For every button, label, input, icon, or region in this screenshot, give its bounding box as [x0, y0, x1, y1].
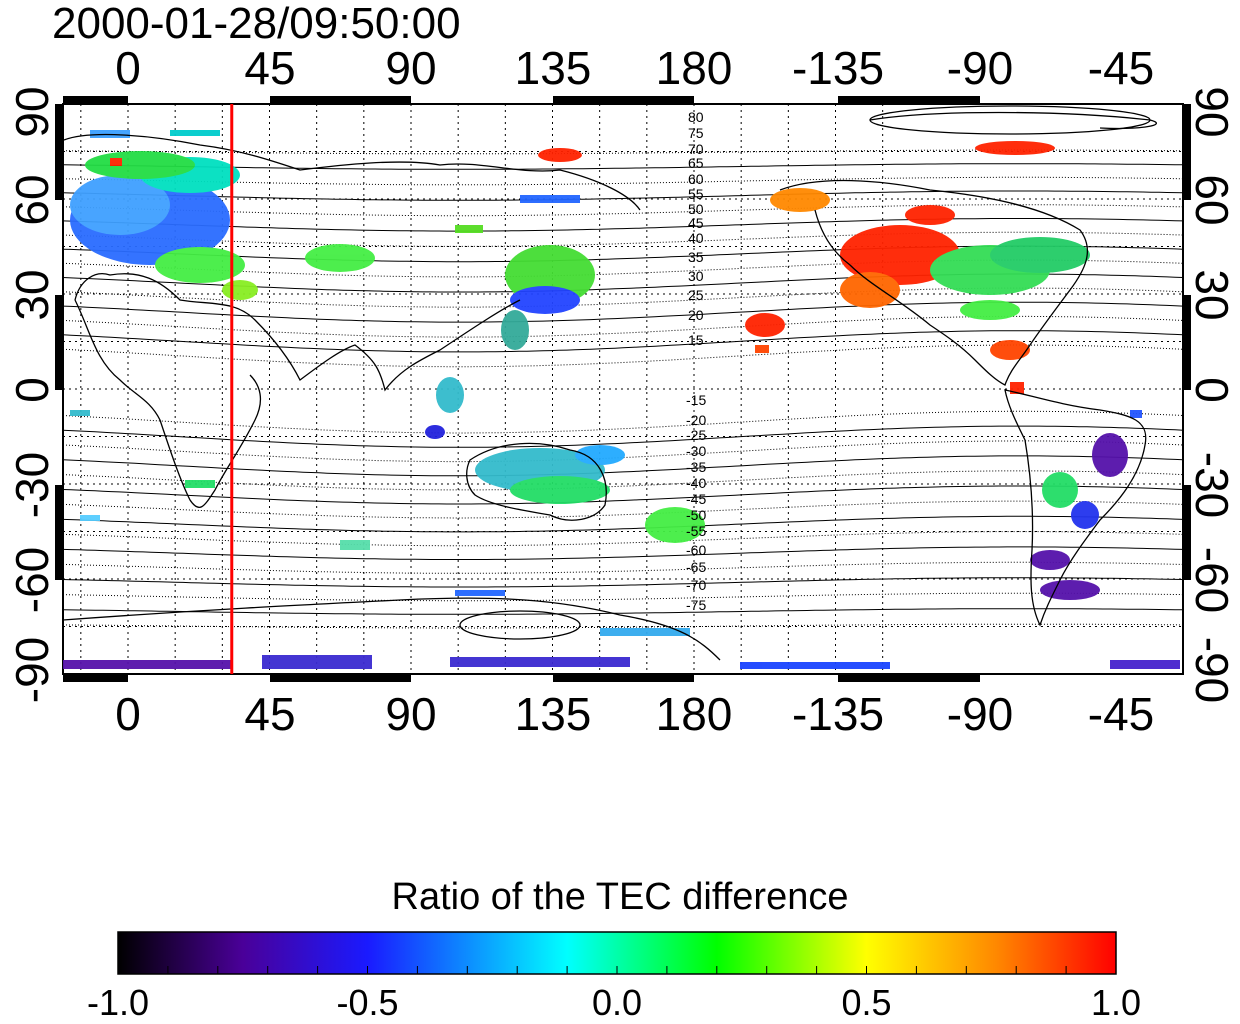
mlat-label-north: 25: [688, 287, 704, 303]
lat-tick-label: -60: [6, 546, 58, 614]
lat-tick-label: 30: [6, 269, 58, 321]
mlat-label-south: -65: [686, 559, 706, 575]
mlat-label-north: 45: [688, 215, 704, 231]
map-title: 2000-01-28/09:50:00: [52, 0, 461, 48]
lon-tick-label: -45: [1087, 688, 1155, 740]
lon-tick-label: -90: [946, 42, 1014, 94]
colorbar-tick-label: 0.0: [591, 982, 643, 1023]
lat-tick-label: 0: [1186, 377, 1238, 403]
mlat-label-south: -40: [686, 475, 706, 491]
lat-tick-label: -90: [1186, 636, 1238, 704]
mlat-label-north: 60: [688, 171, 704, 187]
lat-tick-label: 90: [6, 86, 58, 138]
colorbar-title: Ratio of the TEC difference: [391, 876, 849, 918]
tec-data-patches: [63, 130, 1180, 669]
mlat-label-south: -35: [686, 459, 706, 475]
lat-tick-label: 30: [1186, 269, 1238, 321]
lon-tick-label: 135: [514, 688, 592, 740]
colorbar-minor-ticks: [167, 966, 1067, 974]
lon-tick-label: 135: [514, 42, 592, 94]
mlat-label-north: 15: [688, 332, 704, 348]
lat-tick-label: -60: [1186, 546, 1238, 614]
mlat-label-north: 35: [688, 249, 704, 265]
mlat-label-north: 65: [688, 155, 704, 171]
lat-tick-label: -30: [6, 451, 58, 519]
colorbar-tick-label: -0.5: [336, 982, 399, 1023]
lon-tick-label: -90: [946, 688, 1014, 740]
lon-tick-label: 45: [244, 42, 296, 94]
mlat-label-south: -45: [686, 491, 706, 507]
lat-tick-label: 90: [1186, 86, 1238, 138]
mlat-label-north: 75: [688, 125, 704, 141]
mlat-label-north: 20: [688, 307, 704, 323]
lon-tick-label: 180: [655, 688, 733, 740]
colorbar-tick-label: -1.0: [86, 982, 150, 1023]
colorbar-tick-label: 0.5: [841, 982, 892, 1023]
mlat-label-south: -30: [686, 443, 706, 459]
mlat-label-south: -25: [686, 427, 706, 443]
mlat-label-north: 40: [688, 230, 704, 246]
mlat-label-south: -55: [686, 523, 706, 539]
lat-tick-label: 60: [6, 174, 58, 226]
lat-tick-label: 60: [1186, 174, 1238, 226]
lon-tick-label: -45: [1087, 42, 1155, 94]
mlat-label-north: 70: [688, 141, 704, 157]
frame-bars: [55, 96, 1191, 682]
lon-tick-label: 45: [244, 688, 296, 740]
lon-tick-label: 90: [385, 42, 437, 94]
mlat-label-north: 55: [688, 186, 704, 202]
mlat-label-south: -75: [686, 597, 706, 613]
lat-tick-label: -90: [6, 636, 58, 704]
lon-tick-label: -135: [791, 688, 885, 740]
mlat-label-south: -60: [686, 542, 706, 558]
mlat-label-south: -50: [686, 507, 706, 523]
mlat-label-north: 50: [688, 201, 704, 217]
lon-tick-label: 0: [115, 688, 141, 740]
lon-tick-label: 0: [115, 42, 141, 94]
mlat-label-south: -20: [686, 412, 706, 428]
colorbar-tick-label: 1.0: [1090, 982, 1142, 1023]
lat-tick-label: 0: [6, 377, 58, 403]
lat-tick-label: -30: [1186, 451, 1238, 519]
lon-tick-label: 180: [655, 42, 733, 94]
mlat-label-north: 30: [688, 268, 704, 284]
mlat-label-south: -70: [686, 577, 706, 593]
lon-tick-label: -135: [791, 42, 885, 94]
mlat-label-south: -15: [686, 392, 706, 408]
coastlines: [63, 105, 1157, 661]
lon-tick-label: 90: [385, 688, 437, 740]
mlat-label-north: 80: [688, 109, 704, 125]
